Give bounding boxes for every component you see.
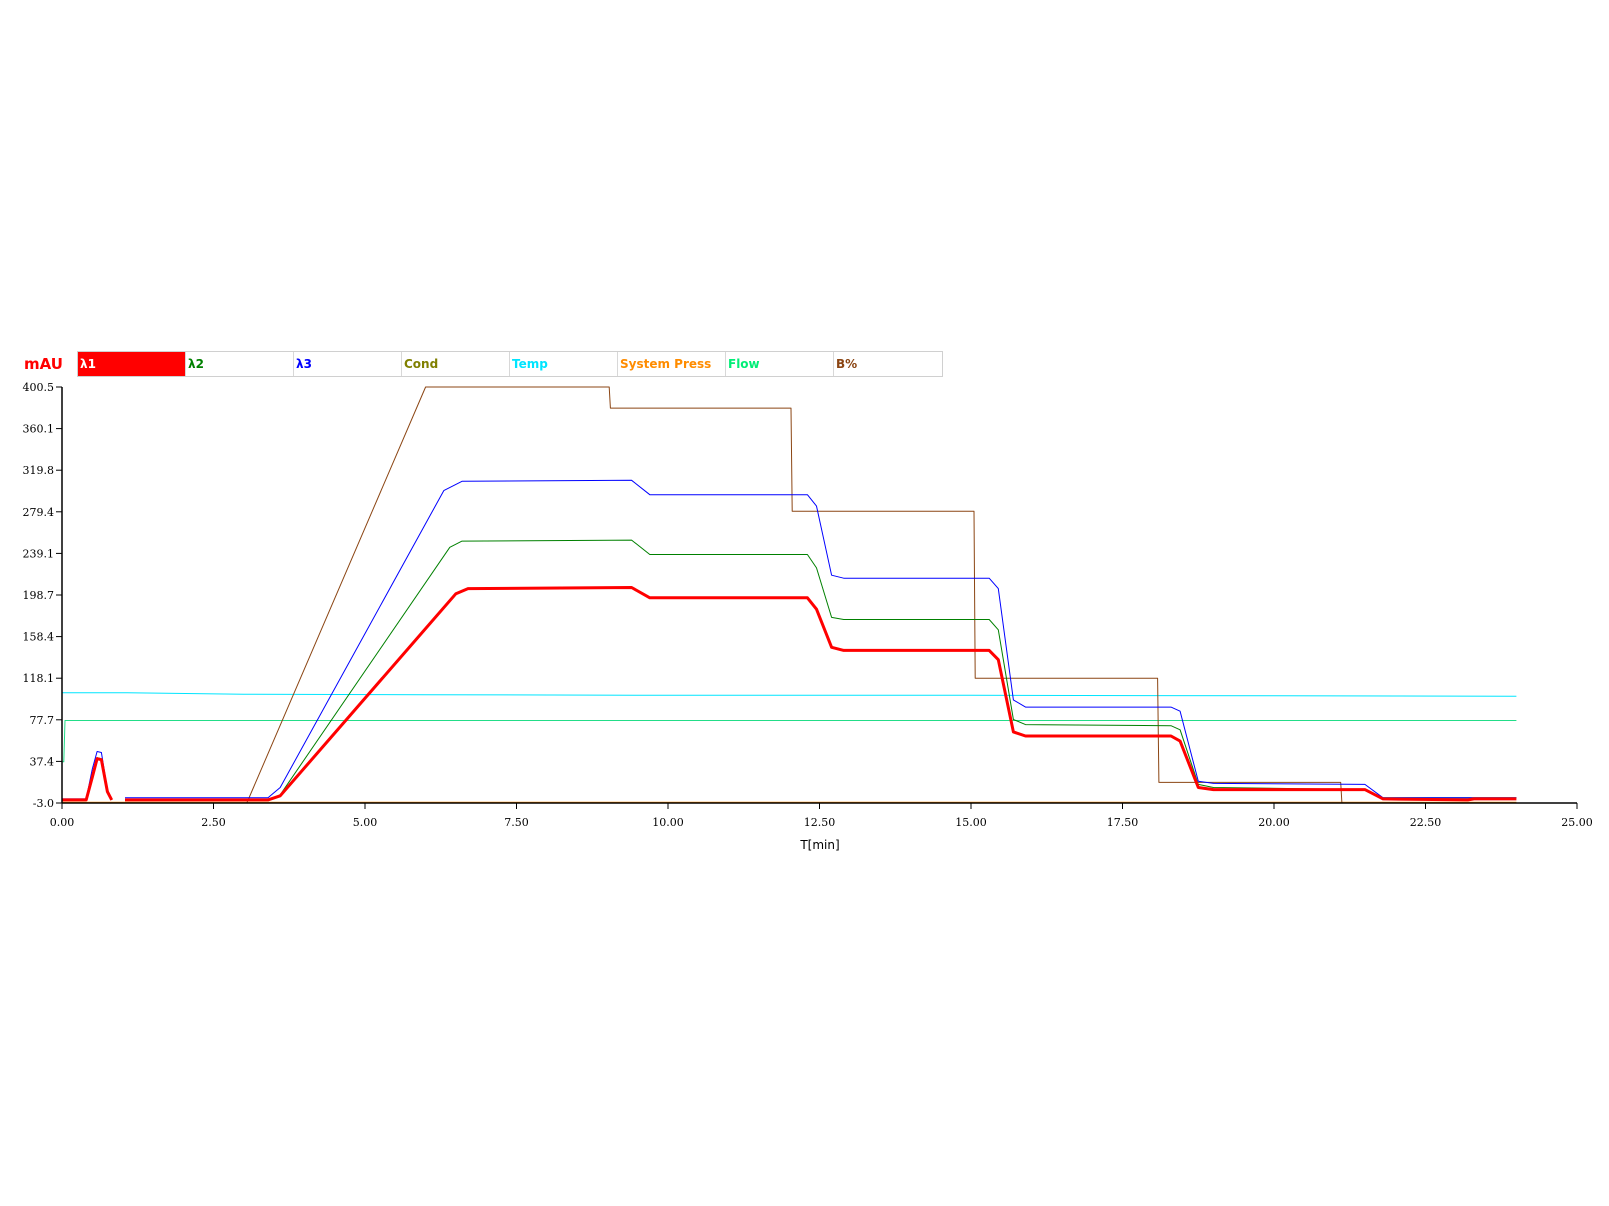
x-axis-label: T[min] xyxy=(799,838,839,852)
legend-item-flow[interactable]: Flow xyxy=(726,352,834,376)
y-axis-unit-label: mAU xyxy=(24,355,63,373)
y-tick-label: 77.7 xyxy=(30,714,55,727)
y-tick-label: 118.1 xyxy=(23,672,55,685)
y-tick-label: -3.0 xyxy=(33,797,54,810)
legend-item-λ1[interactable]: λ1 xyxy=(78,352,186,376)
x-tick-label: 20.00 xyxy=(1258,816,1290,829)
series-layer xyxy=(62,386,1517,804)
y-tick-label: 158.4 xyxy=(23,631,55,644)
x-tick-label: 17.50 xyxy=(1107,816,1139,829)
y-tick-label: 239.1 xyxy=(23,547,55,560)
series-line-λ3 xyxy=(62,479,1517,800)
x-ticks: 0.00 2.50 5.00 7.50 10.00 12.50 15.00 17.50 20.0… xyxy=(50,803,1593,829)
y-tick-label: 400.5 xyxy=(23,381,55,394)
y-tick-label: 360.1 xyxy=(23,423,55,436)
x-tick-label: 10.00 xyxy=(652,816,684,829)
x-tick-label: 5.00 xyxy=(353,816,378,829)
legend-item-temp[interactable]: Temp xyxy=(510,352,618,376)
legend: λ1 λ2 λ3 Cond Temp System Press Flow B% xyxy=(77,351,943,377)
x-tick-label: 12.50 xyxy=(804,816,836,829)
x-tick-label: 15.00 xyxy=(955,816,987,829)
y-tick-label: 319.8 xyxy=(23,464,55,477)
x-tick-label: 2.50 xyxy=(201,816,226,829)
y-tick-label: 279.4 xyxy=(23,506,55,519)
x-tick-label: 25.00 xyxy=(1561,816,1593,829)
series-line-λ1 xyxy=(62,586,1517,802)
y-tick-label: 198.7 xyxy=(23,589,55,602)
legend-item-cond[interactable]: Cond xyxy=(402,352,510,376)
legend-item-system-press[interactable]: System Press xyxy=(618,352,726,376)
series-line-temp xyxy=(62,692,1517,697)
legend-item-λ3[interactable]: λ3 xyxy=(294,352,402,376)
series-line-b- xyxy=(62,386,1343,804)
legend-item-b-[interactable]: B% xyxy=(836,357,858,371)
y-tick-label: 37.4 xyxy=(30,755,55,768)
y-ticks: -3.0 37.4 77.7 118.1 158.4 198.7 239.1 279.4 319… xyxy=(23,381,62,810)
series-line-flow xyxy=(62,720,1517,763)
x-tick-label: 7.50 xyxy=(504,816,529,829)
legend-item-λ2[interactable]: λ2 xyxy=(186,352,294,376)
x-tick-label: 0.00 xyxy=(50,816,75,829)
series-line-λ2 xyxy=(62,539,1517,801)
x-tick-label: 22.50 xyxy=(1410,816,1442,829)
